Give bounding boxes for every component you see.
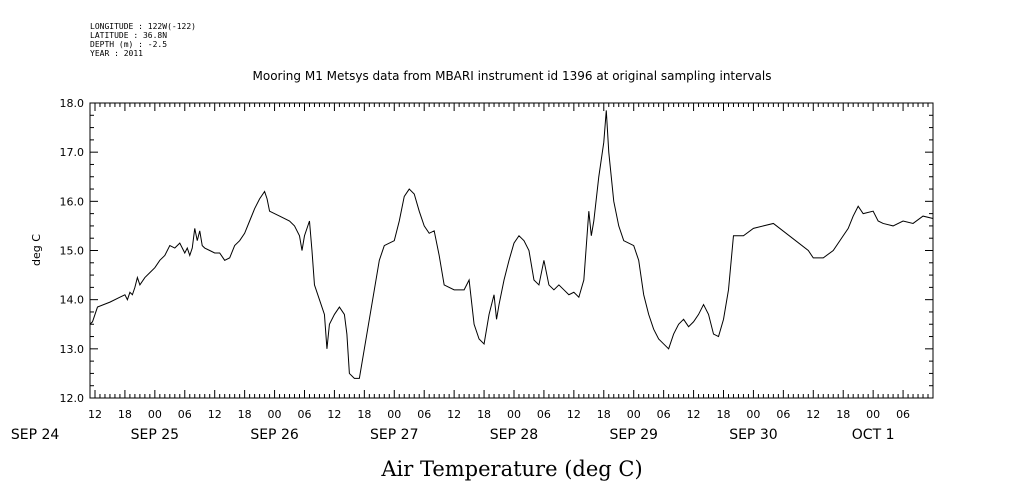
x-tick-label: 12 (208, 408, 222, 421)
tick-marks (89, 102, 934, 399)
y-tick-label: 18.0 (60, 97, 85, 110)
latitude-text: LATITUDE : 36.8N (90, 31, 168, 40)
x-tick-label: 12 (327, 408, 341, 421)
x-tick-label: 18 (357, 408, 371, 421)
y-tick-label: 13.0 (60, 343, 85, 356)
x-tick-label: 00 (268, 408, 282, 421)
x-tick-label: 12 (567, 408, 581, 421)
day-label: SEP 29 (609, 427, 657, 443)
y-tick-label: 17.0 (60, 146, 85, 159)
x-tick-label: 18 (716, 408, 730, 421)
metadata-block: LONGITUDE : 122W(-122) LATITUDE : 36.8N … (90, 22, 196, 58)
x-tick-label: 00 (387, 408, 401, 421)
x-tick-label: 12 (447, 408, 461, 421)
y-tick-label: 16.0 (60, 195, 85, 208)
day-label: SEP 28 (490, 427, 538, 443)
day-label: SEP 25 (131, 427, 179, 443)
longitude-text: LONGITUDE : 122W(-122) (90, 22, 196, 31)
x-tick-label: 12 (806, 408, 820, 421)
day-label: SEP 27 (370, 427, 418, 443)
y-tick-label: 14.0 (60, 294, 85, 307)
day-labels: SEP 24 SEP 25 SEP 26 SEP 27 SEP 28 SEP 29 SEP … (11, 427, 895, 443)
x-axis-label: Air Temperature (deg C) (380, 457, 642, 481)
x-tick-label: 18 (477, 408, 491, 421)
day-label: SEP 30 (729, 427, 777, 443)
x-tick-label: 06 (896, 408, 910, 421)
x-tick-label: 18 (597, 408, 611, 421)
day-label: SEP 24 (11, 427, 60, 443)
day-label: OCT 1 (852, 427, 895, 443)
y-tick-label: 15.0 (60, 245, 85, 258)
x-tick-label: 00 (148, 408, 162, 421)
series-line (89, 110, 934, 379)
x-tick-label: 00 (627, 408, 641, 421)
x-tick-label: 18 (836, 408, 850, 421)
y-axis-label: deg C (30, 234, 43, 266)
y-tick-labels: 12.0 13.0 14.0 15.0 16.0 17.0 18.0 (60, 97, 85, 405)
depth-text: DEPTH (m) : -2.5 (90, 40, 168, 49)
x-tick-labels: 12 18 00 06 12 18 00 06 12 18 00 06 12 18 00 06 12 18 00 06… (88, 408, 910, 421)
year-text: YEAR : 2011 (90, 49, 143, 58)
x-tick-label: 06 (417, 408, 431, 421)
x-tick-label: 06 (537, 408, 551, 421)
x-tick-label: 00 (866, 408, 880, 421)
x-tick-label: 12 (88, 408, 102, 421)
x-tick-label: 06 (776, 408, 790, 421)
day-label: SEP 26 (250, 427, 299, 443)
x-tick-label: 00 (746, 408, 760, 421)
x-tick-label: 18 (238, 408, 252, 421)
x-tick-label: 00 (507, 408, 521, 421)
x-tick-label: 18 (118, 408, 132, 421)
y-tick-label: 12.0 (60, 392, 85, 405)
x-tick-label: 06 (178, 408, 192, 421)
x-tick-label: 06 (297, 408, 311, 421)
chart-title: Mooring M1 Metsys data from MBARI instru… (253, 69, 772, 83)
x-tick-label: 12 (687, 408, 701, 421)
x-tick-label: 06 (657, 408, 671, 421)
